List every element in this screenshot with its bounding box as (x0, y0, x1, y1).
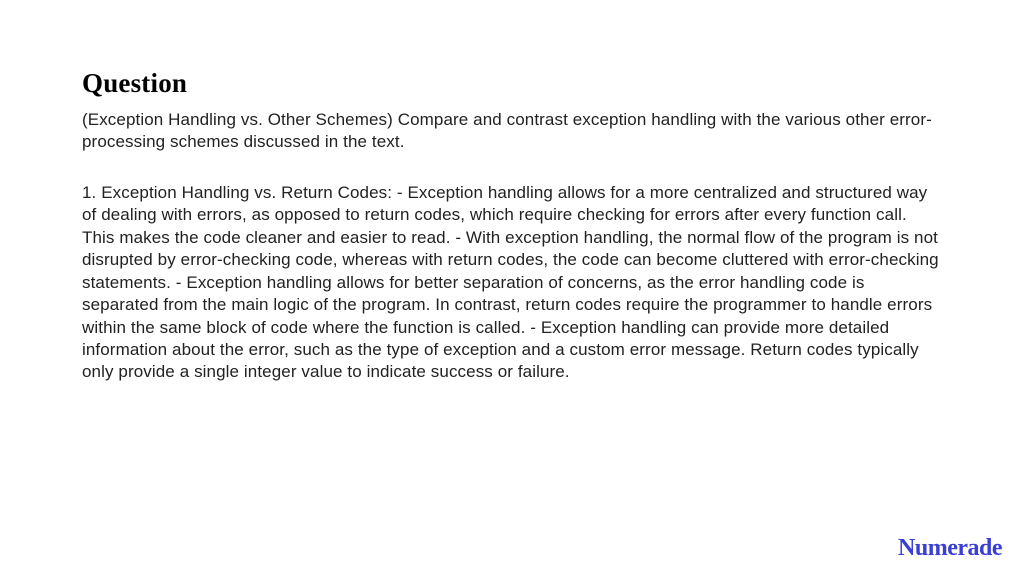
question-prompt: (Exception Handling vs. Other Schemes) C… (82, 109, 942, 154)
answer-body: 1. Exception Handling vs. Return Codes: … (82, 182, 942, 384)
question-heading: Question (82, 68, 942, 99)
brand-logo: Numerade (898, 535, 1002, 562)
page-container: Question (Exception Handling vs. Other S… (0, 0, 1024, 384)
